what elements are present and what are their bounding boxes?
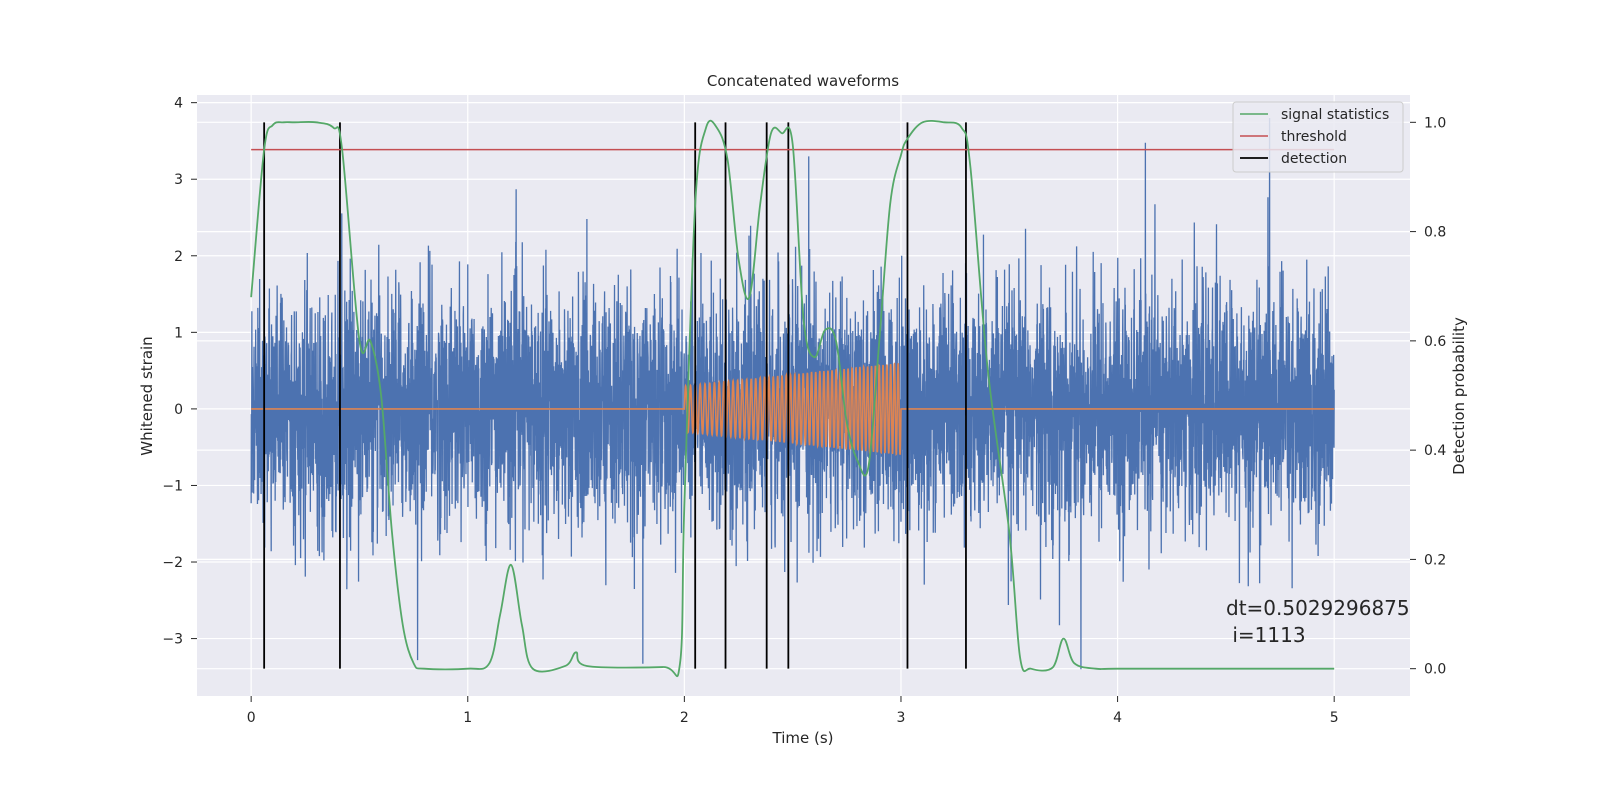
signal-statistics-line — [250, 119, 1335, 678]
left-tick-label: 0 — [174, 402, 183, 418]
chart-title: Concatenated waveforms — [707, 72, 899, 90]
left-tick-label: −2 — [162, 555, 183, 571]
injected-signal-line — [251, 362, 1335, 457]
left-tick-label: −1 — [162, 478, 183, 494]
legend-label-signal-statistics: signal statistics — [1281, 107, 1389, 123]
left-axis-label: Whitened strain — [138, 336, 156, 455]
annotation-dt: dt=0.5029296875 — [1226, 596, 1410, 620]
right-tick-label: 0.8 — [1424, 225, 1446, 241]
x-tick-label: 4 — [1113, 710, 1122, 726]
injected-signal-series — [251, 362, 1335, 457]
left-axis: −3 −2 −1 0 1 2 3 4 — [162, 96, 197, 648]
right-tick-label: 0.6 — [1424, 334, 1446, 350]
x-tick-label: 3 — [897, 710, 906, 726]
left-tick-label: −3 — [162, 632, 183, 648]
strain-noise-series — [250, 117, 1335, 670]
right-tick-label: 1.0 — [1424, 115, 1446, 131]
legend-label-detection: detection — [1281, 151, 1347, 167]
right-axis: 0.0 0.2 0.4 0.6 0.8 1.0 — [1410, 115, 1446, 678]
x-tick-label: 0 — [247, 710, 256, 726]
signal-statistics-series — [250, 119, 1335, 678]
right-tick-label: 0.2 — [1424, 552, 1446, 568]
left-tick-label: 3 — [174, 172, 183, 188]
legend-label-threshold: threshold — [1281, 129, 1347, 145]
right-axis-label: Detection probability — [1450, 317, 1468, 475]
legend: signal statistics threshold detection — [1232, 101, 1404, 173]
right-tick-label: 0.0 — [1424, 662, 1446, 678]
strain-noise-line — [250, 117, 1335, 670]
annotation-index: i=1113 — [1226, 623, 1306, 647]
left-tick-label: 1 — [174, 325, 183, 341]
x-tick-label: 2 — [680, 710, 689, 726]
x-tick-label: 5 — [1330, 710, 1339, 726]
detection-lines — [263, 122, 967, 669]
x-axis: 0 1 2 3 4 5 — [247, 696, 1339, 726]
legend-box — [1232, 101, 1404, 173]
x-tick-label: 1 — [463, 710, 472, 726]
left-tick-label: 4 — [174, 96, 183, 112]
right-tick-label: 0.4 — [1424, 443, 1446, 459]
x-axis-label: Time (s) — [772, 729, 834, 747]
left-tick-label: 2 — [174, 249, 183, 265]
